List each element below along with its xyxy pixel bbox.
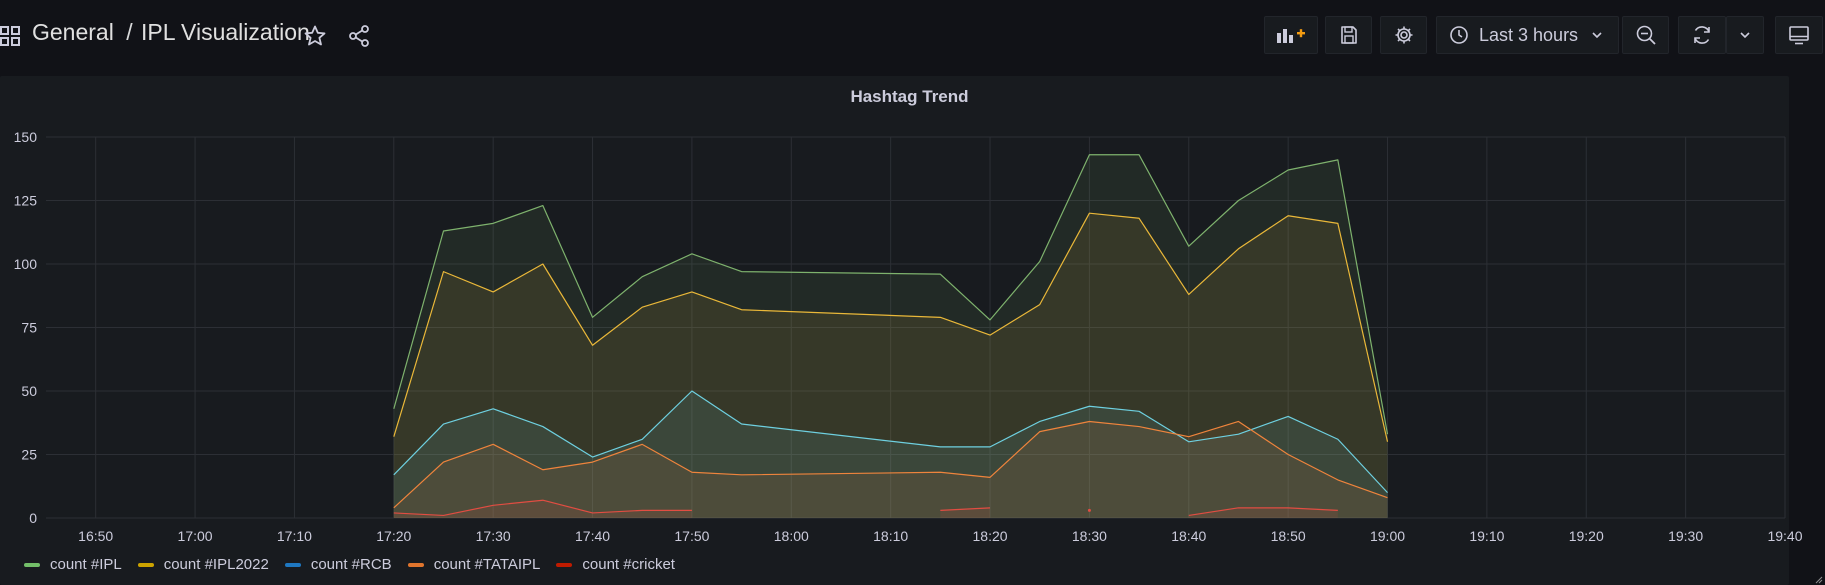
chevron-down-icon <box>1592 32 1602 39</box>
legend-item[interactable]: count #IPL <box>24 556 122 573</box>
x-tick-label: 17:10 <box>277 528 312 544</box>
legend-swatch <box>24 562 40 567</box>
tv-mode-button[interactable] <box>1775 16 1823 54</box>
series-line <box>1188 507 1338 517</box>
monitor-icon <box>1789 26 1809 45</box>
series-line <box>393 499 692 517</box>
dashboard-settings-button[interactable] <box>1380 16 1427 54</box>
y-tick-label: 100 <box>14 256 38 272</box>
time-picker-button[interactable]: Last 3 hours <box>1436 16 1619 54</box>
refresh-interval-dropdown[interactable] <box>1726 16 1764 54</box>
series-line <box>940 507 991 511</box>
x-tick-label: 18:00 <box>774 528 809 544</box>
series-area <box>393 500 692 518</box>
x-tick-label: 17:00 <box>178 528 213 544</box>
legend-label: count #IPL2022 <box>163 556 269 573</box>
legend-item[interactable]: count #cricket <box>556 556 675 573</box>
legend-item[interactable]: count #IPL2022 <box>137 556 269 573</box>
chevron-down-icon <box>1740 32 1750 39</box>
legend-item[interactable]: count #RCB <box>284 556 392 573</box>
zoom-out-button[interactable] <box>1622 16 1669 54</box>
x-tick-label: 18:20 <box>973 528 1008 544</box>
x-tick-label: 19:30 <box>1668 528 1703 544</box>
y-tick-label: 75 <box>21 320 37 336</box>
graph-panel <box>0 76 1789 585</box>
gear-icon <box>1395 26 1412 44</box>
x-tick-label: 18:30 <box>1072 528 1107 544</box>
x-tick-label: 18:50 <box>1271 528 1306 544</box>
y-tick-label: 25 <box>21 447 37 463</box>
share-icon[interactable] <box>347 24 371 48</box>
x-tick-label: 16:50 <box>78 528 113 544</box>
series-line <box>393 212 1389 442</box>
x-tick-label: 18:40 <box>1171 528 1206 544</box>
legend-label: count #cricket <box>582 556 675 573</box>
breadcrumb: General / IPL Visualization <box>32 19 310 46</box>
y-tick-label: 50 <box>21 383 37 399</box>
x-tick-label: 17:50 <box>674 528 709 544</box>
y-tick-label: 125 <box>14 193 38 209</box>
save-dashboard-button[interactable] <box>1325 16 1372 54</box>
y-tick-label: 0 <box>29 510 37 526</box>
star-icon[interactable] <box>303 24 327 48</box>
grid-icon[interactable] <box>0 25 22 47</box>
top-navbar: General / IPL Visualization <box>0 0 1825 72</box>
legend-label: count #TATAIPL <box>433 556 541 573</box>
folder-link[interactable]: General <box>32 19 114 45</box>
x-tick-label: 19:10 <box>1469 528 1504 544</box>
legend-swatch <box>556 562 573 567</box>
panel-title[interactable]: Hashtag Trend <box>850 87 969 106</box>
legend-swatch <box>407 562 424 567</box>
legend-label: count #IPL <box>50 556 122 573</box>
series-area <box>393 391 1388 518</box>
x-tick-label: 17:20 <box>376 528 411 544</box>
series-area <box>393 213 1388 518</box>
x-tick-label: 19:40 <box>1767 528 1802 544</box>
y-tick-label: 150 <box>14 129 38 145</box>
legend-label: count #RCB <box>310 556 392 573</box>
x-tick-label: 19:00 <box>1370 528 1405 544</box>
refresh-icon <box>1694 26 1710 44</box>
series-line <box>393 420 1388 509</box>
save-icon <box>1340 26 1357 44</box>
series-point <box>1087 508 1091 512</box>
time-range-label: Last 3 hours <box>1479 24 1579 45</box>
legend-swatch <box>284 562 301 567</box>
x-tick-label: 19:20 <box>1569 528 1604 544</box>
clock-icon <box>1450 26 1468 44</box>
breadcrumb-separator: / <box>126 19 133 45</box>
x-tick-label: 18:10 <box>873 528 908 544</box>
refresh-button[interactable] <box>1678 16 1726 54</box>
series-line <box>393 154 1389 435</box>
zoom-out-icon <box>1636 25 1656 45</box>
legend-item[interactable]: count #TATAIPL <box>407 556 541 573</box>
series-area <box>393 154 1388 518</box>
series-line <box>393 390 1388 494</box>
x-tick-label: 17:30 <box>476 528 511 544</box>
add-panel-icon <box>1277 29 1305 43</box>
legend-swatch <box>137 562 154 567</box>
series-area <box>940 507 991 518</box>
series-area <box>393 421 1388 518</box>
series-area <box>1188 507 1338 518</box>
x-tick-label: 17:40 <box>575 528 610 544</box>
panel-resize-handle[interactable] <box>1815 576 1823 584</box>
chart-legend: count #IPL count #IPL2022 count #RCB count … <box>24 556 691 573</box>
add-panel-button[interactable] <box>1264 16 1318 54</box>
dashboard-title[interactable]: IPL Visualization <box>141 19 310 45</box>
